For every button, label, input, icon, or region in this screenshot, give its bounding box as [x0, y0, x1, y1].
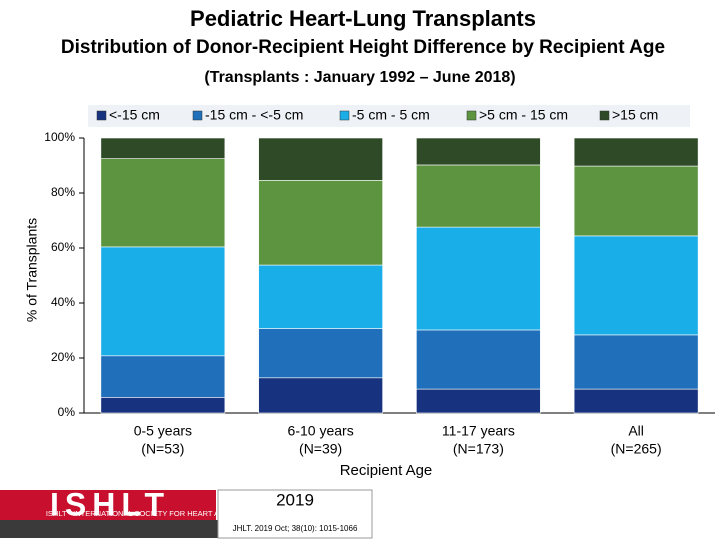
legend-swatch: [96, 110, 107, 121]
bar-segment: [100, 246, 226, 357]
bar-segment: [258, 137, 383, 181]
legend-label: >15 cm: [612, 107, 658, 123]
bar-segment: [100, 137, 226, 159]
y-tick-label: 100%: [44, 130, 75, 144]
legend-swatch: [466, 110, 477, 121]
x-tick-label: (N=173): [453, 441, 504, 457]
logo-text: ISHLT: [50, 486, 170, 522]
bar-segment: [416, 137, 541, 166]
bar-segment: [258, 264, 383, 329]
legend-swatch: [339, 110, 350, 121]
legend-swatch: [192, 110, 203, 121]
bar-segment: [416, 226, 541, 331]
x-tick-label: (N=265): [611, 441, 662, 457]
legend-label: -5 cm - 5 cm: [352, 107, 430, 123]
bar-segment: [100, 397, 226, 414]
chart-subtitle: Distribution of Donor-Recipient Height D…: [61, 37, 665, 58]
bar-segment: [573, 165, 699, 237]
y-axis-title: % of Transplants: [24, 218, 40, 322]
bar-segment: [100, 158, 226, 248]
x-tick-label: 0-5 years: [134, 423, 192, 439]
x-tick-label: (N=53): [141, 441, 184, 457]
bar-segment: [573, 388, 699, 414]
year-box: [217, 489, 373, 539]
bar-segment: [258, 180, 383, 266]
legend-label: >5 cm - 15 cm: [479, 107, 568, 123]
year: 2019: [276, 490, 314, 509]
x-axis-title: Recipient Age: [340, 462, 433, 479]
y-tick-label: 80%: [51, 185, 75, 199]
bar-segment: [416, 329, 541, 390]
bar-segment: [258, 328, 383, 379]
legend-swatch: [599, 110, 610, 121]
bar-segment: [573, 137, 699, 167]
legend-box: [88, 105, 690, 127]
x-tick-label: 6-10 years: [288, 423, 354, 439]
legend-label: <-15 cm: [109, 107, 160, 123]
bar-segment: [258, 377, 383, 414]
citation: JHLT. 2019 Oct; 38(10): 1015-1066: [233, 524, 358, 533]
x-tick-label: (N=39): [299, 441, 342, 457]
y-tick-label: 60%: [51, 240, 75, 254]
chart-title: Pediatric Heart-Lung Transplants: [190, 6, 536, 31]
x-tick-label: 11-17 years: [442, 423, 515, 439]
bar-segment: [416, 164, 541, 228]
y-tick-label: 40%: [51, 295, 75, 309]
x-tick-label: All: [628, 423, 644, 439]
chart-note: (Transplants : January 1992 – June 2018): [204, 69, 515, 86]
logo-bg: [0, 490, 216, 520]
bar-segment: [573, 334, 699, 390]
bar-segment: [416, 388, 541, 414]
legend-label: -15 cm - <-5 cm: [205, 107, 303, 123]
y-tick-label: 0%: [58, 405, 76, 419]
bar-segment: [573, 235, 699, 336]
y-tick-label: 20%: [51, 350, 75, 364]
bar-segment: [100, 355, 226, 398]
society-text: ISHLT • INTERNATIONAL SOCIETY FOR HEART …: [46, 509, 326, 518]
